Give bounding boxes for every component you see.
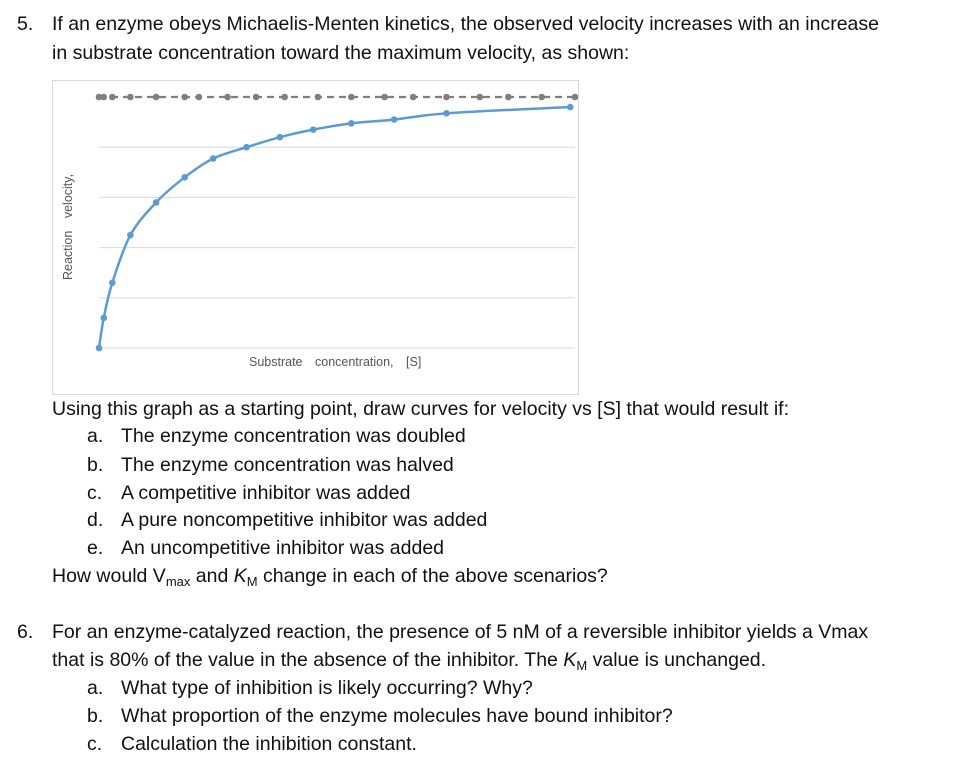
closing-text: How would V bbox=[52, 565, 166, 587]
velocity-point bbox=[209, 155, 217, 162]
km-symbol: K bbox=[233, 565, 247, 587]
vmax-point bbox=[538, 93, 545, 101]
vmax-point bbox=[195, 93, 203, 101]
vmax-point bbox=[476, 93, 484, 101]
q6-line2-text: value is unchanged. bbox=[587, 649, 767, 671]
q6-item-text: What type of inhibition is likely occurr… bbox=[121, 677, 533, 699]
vmax-point bbox=[224, 93, 231, 101]
q6-item-marker: a. bbox=[87, 677, 104, 699]
q5-item-text: The enzyme concentration was doubled bbox=[121, 425, 466, 447]
closing-text: and bbox=[190, 565, 234, 587]
closing-text: change in each of the above scenarios? bbox=[257, 565, 608, 587]
q5-item-text: A competitive inhibitor was added bbox=[121, 482, 411, 504]
velocity-chart-plot bbox=[95, 93, 578, 352]
km-subscript: M bbox=[246, 574, 258, 589]
velocity-point bbox=[347, 120, 355, 127]
velocity-curve bbox=[97, 105, 571, 349]
velocity-point bbox=[109, 279, 116, 287]
velocity-point bbox=[390, 116, 398, 123]
question-5-instruction: Using this graph as a starting point, dr… bbox=[52, 398, 789, 420]
velocity-point bbox=[276, 133, 284, 141]
velocity-point bbox=[566, 103, 574, 111]
q5-item-marker: c. bbox=[87, 482, 103, 504]
q5-item-marker: b. bbox=[87, 454, 104, 476]
vmax-point bbox=[95, 93, 103, 101]
velocity-point bbox=[243, 143, 250, 151]
velocity-point bbox=[100, 314, 108, 322]
chart-y-axis-label: Reaction velocity, bbox=[61, 161, 75, 280]
vmax-point bbox=[571, 93, 578, 101]
question-6-line1: For an enzyme-catalyzed reaction, the pr… bbox=[52, 621, 869, 643]
q5-item-marker: a. bbox=[87, 425, 104, 447]
velocity-point bbox=[443, 110, 450, 117]
vmax-point bbox=[252, 93, 260, 101]
vmax-subscript: max bbox=[165, 574, 191, 589]
q6-item-marker: c. bbox=[87, 733, 103, 755]
vmax-point bbox=[127, 93, 134, 101]
km-symbol: K bbox=[563, 649, 577, 671]
question-5-number: 5. bbox=[17, 13, 34, 35]
q5-item-marker: d. bbox=[87, 509, 104, 531]
vmax-point bbox=[152, 93, 160, 101]
velocity-point bbox=[309, 126, 317, 133]
q6-item-text: What proportion of the enzyme molecules … bbox=[121, 705, 673, 727]
q5-item-text: An uncompetitive inhibitor was added bbox=[121, 537, 445, 559]
vmax-point bbox=[109, 93, 116, 101]
vmax-point bbox=[409, 93, 417, 101]
q5-item-text: A pure noncompetitive inhibitor was adde… bbox=[121, 509, 488, 531]
q6-line2-text: that is 80% of the value in the absence … bbox=[52, 649, 564, 671]
velocity-point bbox=[95, 344, 103, 352]
km-subscript: M bbox=[576, 658, 588, 673]
vmax-point bbox=[505, 93, 512, 101]
vmax-point bbox=[181, 93, 188, 101]
vmax-point bbox=[347, 93, 355, 101]
question-5-line1: If an enzyme obeys Michaelis-Menten kine… bbox=[52, 13, 879, 35]
q6-item-text: Calculation the inhibition constant. bbox=[121, 733, 417, 755]
vmax-point bbox=[281, 93, 288, 101]
vmax-point bbox=[443, 93, 450, 101]
velocity-point bbox=[181, 174, 188, 181]
q6-item-marker: b. bbox=[87, 705, 104, 727]
question-5-closing: How would Vmax and KM change in each of … bbox=[52, 563, 608, 590]
q5-item-marker: e. bbox=[87, 537, 104, 559]
vmax-point bbox=[314, 93, 322, 101]
question-5-line2: in substrate concentration toward the ma… bbox=[52, 42, 630, 64]
q5-item-text: The enzyme concentration was halved bbox=[121, 454, 454, 476]
vmax-point bbox=[381, 93, 388, 101]
velocity-point bbox=[152, 199, 160, 206]
velocity-point bbox=[127, 231, 134, 239]
velocity-chart bbox=[52, 80, 579, 395]
question-6-line2: that is 80% of the value in the absence … bbox=[52, 647, 766, 674]
chart-x-axis-label: Substrate concentration, [S] bbox=[249, 355, 422, 369]
vmax-point bbox=[100, 93, 108, 101]
question-6-number: 6. bbox=[17, 621, 34, 643]
